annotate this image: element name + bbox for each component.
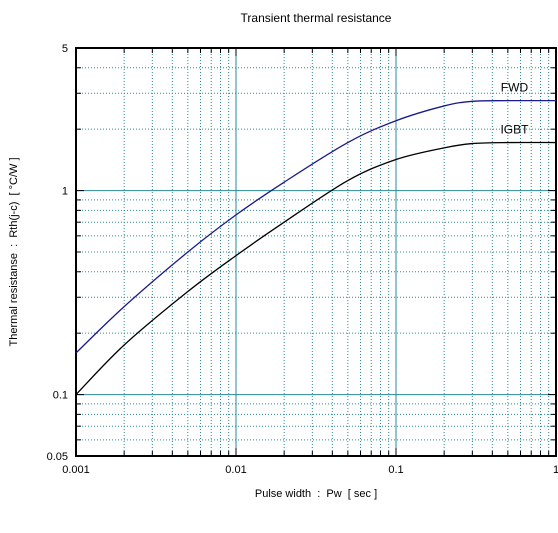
x-tick-label: 0.001 [62, 464, 90, 476]
x-axis-label: Pulse width : Pw [ sec ] [255, 488, 377, 500]
fwd-curve [75, 99, 557, 354]
y-axis-label: Thermal resistanse : Rth(j-c) [ °C/W ] [8, 158, 20, 347]
x-tick-label: 0.01 [225, 464, 246, 476]
igbt-curve [75, 141, 557, 396]
y-tick-label: 5 [62, 43, 68, 55]
y-tick-label: 0.05 [47, 451, 68, 463]
tick-marks [75, 47, 556, 457]
y-tick-label: 1 [62, 186, 68, 198]
x-tick-label: 0.1 [388, 464, 403, 476]
fwd-label: FWD [501, 81, 529, 95]
chart-title: Transient thermal resistance [241, 11, 392, 25]
series-labels: FWD IGBT [500, 81, 529, 137]
igbt-label: IGBT [500, 123, 529, 137]
grid-lines [76, 48, 556, 456]
y-tick-label: 0.1 [53, 390, 68, 402]
tick-labels: 0.001 0.01 0.1 1 0.05 0.1 1 5 [47, 43, 558, 476]
series-lines [75, 99, 557, 396]
x-tick-label: 1 [553, 464, 558, 476]
